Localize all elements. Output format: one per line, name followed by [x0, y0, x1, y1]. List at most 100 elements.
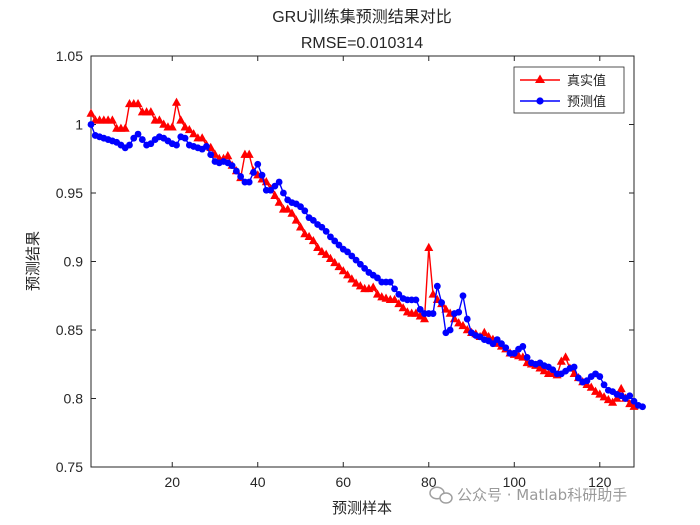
legend: 真实值 预测值 [513, 66, 625, 114]
data-point [86, 108, 96, 117]
data-point [275, 178, 283, 186]
data-point [130, 134, 138, 142]
legend-marker-true [535, 74, 545, 83]
data-point [489, 340, 497, 348]
data-point [355, 281, 365, 290]
data-point [519, 343, 527, 350]
data-point [180, 122, 190, 131]
data-point [176, 115, 186, 124]
chart-subtitle: RMSE=0.010314 [301, 35, 423, 52]
data-point [334, 261, 344, 271]
y-axis: 0.75 0.8 0.85 0.9 0.95 1 1.05 [56, 48, 634, 475]
x-tick-label: 40 [250, 474, 266, 490]
data-point [327, 233, 334, 241]
data-point [510, 349, 518, 357]
data-point [304, 231, 314, 241]
data-point [539, 366, 549, 375]
data-point [184, 124, 194, 134]
data-point [398, 303, 408, 312]
x-axis: 20 40 60 80 100 120 [164, 56, 612, 490]
data-point [126, 141, 133, 149]
data-point [395, 290, 403, 298]
data-point [120, 123, 130, 132]
legend-box [513, 66, 625, 114]
data-point [458, 320, 468, 330]
y-tick-label: 1.05 [56, 48, 83, 64]
data-point [586, 382, 596, 391]
x-tick-label: 120 [588, 474, 612, 490]
series-layer [86, 97, 646, 411]
data-point [570, 363, 578, 371]
data-point [569, 368, 579, 378]
data-point [147, 140, 155, 148]
data-point [223, 151, 233, 160]
data-point [356, 260, 364, 268]
x-tick-label: 20 [164, 474, 180, 490]
data-point [351, 278, 361, 287]
y-tick-label: 0.75 [56, 459, 83, 475]
data-point [232, 167, 240, 175]
y-tick-label: 1 [75, 117, 83, 133]
data-point [173, 141, 180, 149]
y-axis-title: 预测结果 [25, 231, 42, 291]
data-point [321, 249, 331, 258]
data-point [498, 340, 505, 348]
x-tick-label: 80 [421, 474, 437, 490]
data-point [244, 149, 254, 158]
data-point [343, 270, 353, 279]
data-point [454, 318, 464, 327]
data-point [502, 344, 510, 352]
data-point [297, 203, 304, 211]
legend-label-true: 真实值 [567, 73, 606, 88]
data-point [280, 189, 287, 197]
data-point [599, 392, 609, 401]
data-point [317, 246, 327, 256]
data-point [318, 223, 326, 231]
data-point [258, 171, 266, 179]
data-point [338, 266, 348, 275]
data-point [207, 151, 215, 159]
data-point [181, 134, 189, 142]
x-axis-title: 预测样本 [332, 500, 392, 517]
y-tick-label: 0.95 [56, 185, 83, 201]
data-point [107, 115, 117, 124]
data-point [459, 292, 467, 300]
data-point [596, 373, 604, 380]
data-point [416, 306, 424, 313]
data-point [608, 397, 618, 406]
legend-marker-pred [536, 97, 544, 105]
data-point [374, 274, 381, 282]
data-point [348, 252, 356, 260]
data-point [600, 381, 608, 389]
data-point [159, 119, 169, 128]
data-point [245, 178, 253, 186]
x-tick-label: 100 [503, 474, 527, 490]
chart-title-group: GRU训练集预测结果对比 RMSE=0.010314 [272, 8, 452, 52]
data-point [616, 383, 626, 393]
chart-title: GRU训练集预测结果对比 [272, 8, 452, 26]
plot-area [90, 55, 635, 468]
data-point [556, 356, 566, 365]
data-point [603, 394, 613, 404]
data-point [291, 215, 301, 224]
data-point [446, 326, 454, 334]
data-point [420, 314, 429, 323]
data-point [270, 190, 280, 199]
data-point [271, 182, 279, 190]
data-point [250, 169, 257, 176]
data-point [411, 308, 421, 317]
data-point [331, 237, 339, 245]
wechat-icon [429, 486, 453, 504]
data-point [625, 398, 635, 408]
y-tick-label: 0.8 [64, 391, 84, 407]
data-point [197, 133, 207, 142]
data-point [189, 129, 199, 138]
data-point [352, 256, 360, 264]
data-point [630, 397, 638, 405]
data-point [296, 222, 305, 231]
data-point [575, 374, 582, 382]
data-point [463, 315, 471, 323]
data-point [441, 304, 451, 313]
data-point [424, 242, 434, 251]
